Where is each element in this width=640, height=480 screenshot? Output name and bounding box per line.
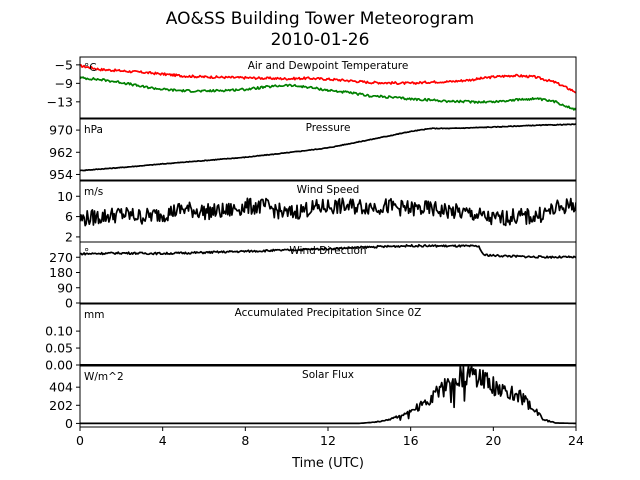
panel-title: Solar Flux (302, 369, 354, 381)
panel-title: Air and Dewpoint Temperature (248, 60, 409, 72)
y-tick-label: 404 (49, 380, 73, 395)
chart-title-line2: 2010-01-26 (271, 30, 370, 50)
panel-1: −5 −9 −13 °C Air and Dewpoint Temperature (47, 56, 577, 119)
panel-title: Wind Speed (297, 184, 360, 196)
x-tick-label: 20 (485, 433, 501, 448)
y-tick-label: 0.00 (45, 358, 73, 373)
y-tick-label: 10 (57, 189, 73, 204)
y-tick-label: 90 (57, 280, 73, 295)
panel-unit: m/s (84, 186, 103, 198)
x-axis: 0 4 8 12 16 20 24 (76, 433, 584, 448)
series-line-4-1 (80, 243, 576, 259)
panel-title: Pressure (306, 122, 351, 134)
panel-5: 0.10 0.05 0.00 mm Accumulated Precipitation … (45, 303, 577, 373)
x-tick-label: 0 (76, 433, 84, 448)
panels-group: −5 −9 −13 °C Air and Dewpoint Temperature 970… (45, 56, 577, 431)
y-tick-label: 270 (49, 250, 73, 265)
y-tick-label: 180 (49, 265, 73, 280)
x-tick-label: 16 (403, 433, 419, 448)
x-axis-label: Time (UTC) (291, 456, 364, 471)
series-line-3-1 (80, 197, 576, 227)
panel-frame (79, 303, 577, 366)
x-tick-label: 24 (568, 433, 584, 448)
panel-unit: W/m^2 (84, 371, 124, 383)
y-tick-label: −13 (47, 94, 73, 109)
y-tick-label: 970 (49, 123, 73, 138)
panel-unit: °C (84, 62, 97, 74)
panel-unit: mm (84, 309, 104, 321)
y-tick-label: 954 (49, 167, 73, 182)
y-tick-label: 202 (49, 398, 73, 413)
y-tick-label: 962 (49, 145, 73, 160)
chart-title-line1: AO&SS Building Tower Meteorogram (166, 9, 474, 29)
y-tick-label: 0.05 (45, 341, 73, 356)
series-line-1-1 (80, 64, 576, 94)
panel-frame (79, 118, 577, 181)
panel-unit: hPa (84, 124, 103, 136)
y-tick-label: 0 (65, 416, 73, 431)
panel-title: Accumulated Precipitation Since 0Z (235, 307, 422, 319)
panel-title: Wind Direction (289, 245, 366, 257)
panel-frame (79, 56, 577, 119)
series-line-1-2 (80, 76, 576, 111)
x-tick-label: 4 (159, 433, 167, 448)
panel-3: 10 6 2 m/s Wind Speed (57, 180, 577, 244)
y-tick-label: −5 (55, 57, 73, 72)
x-tick-label: 12 (320, 433, 336, 448)
series-line-6-1 (80, 366, 576, 425)
panel-6: 404 202 0 W/m^2 Solar Flux (49, 365, 577, 431)
panel-2: 970 962 954 hPa Pressure (49, 118, 577, 182)
panel-unit: ° (84, 247, 89, 259)
x-tick-label: 8 (241, 433, 249, 448)
y-tick-label: −9 (55, 76, 73, 91)
y-tick-label: 0 (65, 296, 73, 311)
y-tick-label: 6 (65, 209, 73, 224)
series-line-2-1 (80, 123, 576, 172)
y-tick-label: 2 (65, 229, 73, 244)
y-tick-label: 0.10 (45, 324, 73, 339)
